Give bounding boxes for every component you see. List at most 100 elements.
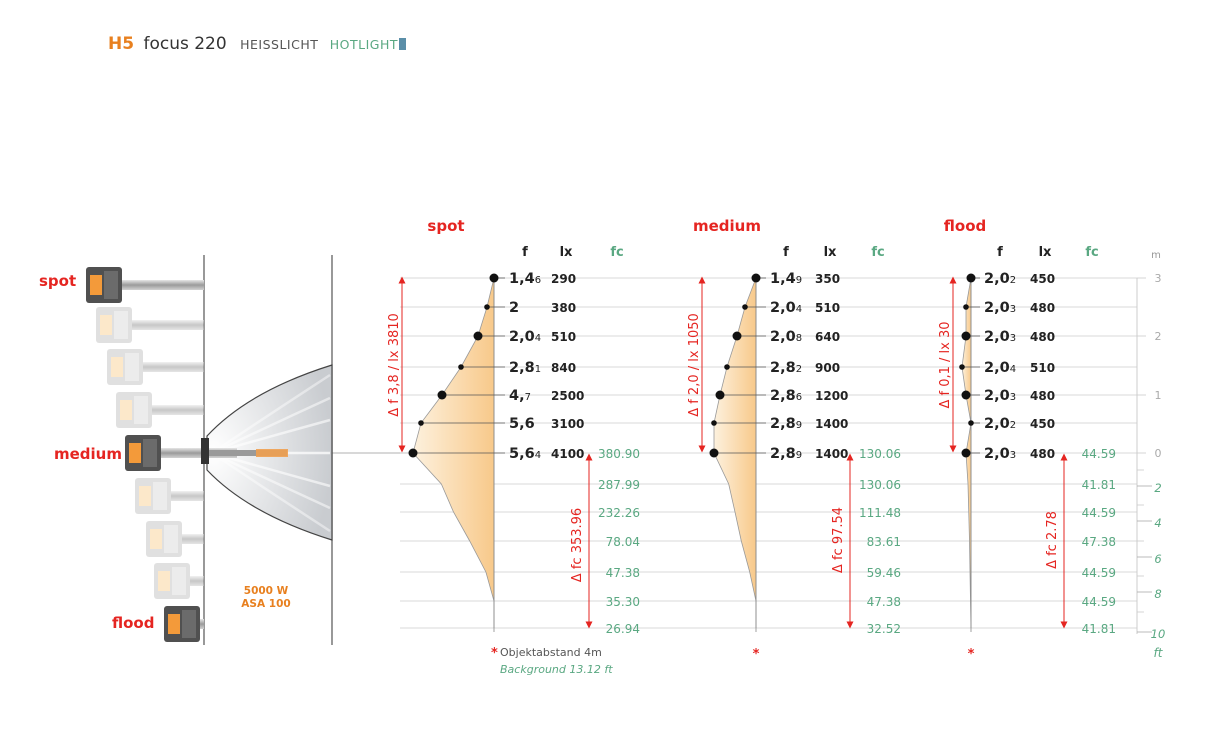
lamp-head-icon — [164, 606, 204, 642]
scale-m-label: 0 — [1155, 447, 1162, 460]
brand-mark-icon — [399, 38, 407, 50]
f-value: 2,04 — [770, 300, 802, 316]
data-point — [961, 331, 971, 341]
f-value: 2,08 — [770, 329, 802, 345]
lx-value: 840 — [551, 361, 576, 375]
lamp-head-icon — [135, 478, 204, 514]
fc-value: 130.06 — [859, 447, 901, 461]
beam-ray — [211, 451, 331, 510]
data-point — [959, 364, 965, 370]
lx-value: 450 — [1030, 417, 1055, 431]
footnote: * Objektabstand 4m Background 13.12 ft — [491, 646, 613, 676]
footnote-background: Background 13.12 ft — [500, 663, 613, 676]
data-point — [732, 331, 742, 341]
lx-value: 510 — [1030, 361, 1055, 375]
fc-value: 47.38 — [606, 566, 640, 580]
footnote-star: * — [491, 646, 498, 661]
scale-ft-label: 4 — [1154, 516, 1161, 530]
delta-label-lower: Δ fc 2.78 — [1045, 511, 1060, 569]
fc-value: 83.61 — [867, 535, 901, 549]
data-point — [724, 364, 730, 370]
col-header-f: f — [522, 245, 528, 260]
fc-value: 111.48 — [859, 506, 901, 520]
unit-m: m — [1151, 250, 1161, 261]
beam-ray — [211, 373, 331, 455]
lamp-head-icon — [86, 267, 204, 303]
data-point — [961, 390, 971, 400]
scale-ft-label: 8 — [1154, 587, 1161, 601]
f-value: 2,89 — [770, 446, 802, 462]
lx-value: 450 — [1030, 272, 1055, 286]
product-code: H5 — [108, 34, 135, 54]
f-value: 2,04 — [509, 329, 541, 345]
f-value: 2 — [509, 300, 519, 316]
f-value: 1,49 — [770, 271, 802, 287]
col-header-fc: fc — [1085, 245, 1098, 260]
fc-value: 44.59 — [1082, 566, 1116, 580]
fc-value: 287.99 — [598, 478, 640, 492]
delta-label-upper: Δ f 2,0 / lx 1050 — [687, 313, 702, 417]
lx-value: 4100 — [551, 447, 584, 461]
footnote-star: * — [753, 647, 760, 662]
lx-value: 480 — [1030, 330, 1055, 344]
delta-label-upper: Δ f 0,1 / lx 30 — [938, 321, 953, 408]
f-value: 2,03 — [984, 446, 1016, 462]
f-value: 2,82 — [770, 360, 802, 376]
lamp-head-icon — [96, 307, 204, 343]
lx-value: 1200 — [815, 389, 848, 403]
scale-ft-label: 2 — [1154, 481, 1161, 495]
lx-value: 640 — [815, 330, 840, 344]
fc-value: 380.90 — [598, 447, 640, 461]
col-header-fc: fc — [610, 245, 623, 260]
data-point — [489, 273, 499, 283]
col-header-lx: lx — [824, 245, 837, 260]
unit-ft: ft — [1154, 646, 1164, 660]
fc-value: 41.81 — [1082, 478, 1116, 492]
f-value: 2,03 — [984, 329, 1016, 345]
f-value: 2,02 — [984, 271, 1016, 287]
data-point — [961, 448, 971, 458]
lx-value: 480 — [1030, 447, 1055, 461]
f-value: 2,86 — [770, 388, 802, 404]
scale-m-label: 3 — [1155, 272, 1162, 285]
beam-label-flood: flood — [112, 614, 154, 632]
data-point — [437, 390, 447, 400]
data-point — [963, 304, 969, 310]
data-point — [418, 420, 424, 426]
f-value: 2,02 — [984, 416, 1016, 432]
col-header-f: f — [783, 245, 789, 260]
lx-value: 290 — [551, 272, 576, 286]
data-point — [715, 390, 725, 400]
f-value: 5,64 — [509, 446, 541, 462]
f-value: 2,81 — [509, 360, 541, 376]
lamp-panel: 5000 W ASA 100 spot medium flood — [39, 255, 413, 645]
lamp-head-icon — [116, 392, 204, 428]
fc-value: 78.04 — [606, 535, 640, 549]
brand-german: HEISSLICHT — [240, 37, 319, 52]
data-point — [968, 420, 974, 426]
fc-value: 26.94 — [606, 622, 640, 636]
beam-label-medium: medium — [54, 445, 122, 463]
grid-lines — [400, 277, 1137, 629]
fc-value: 41.81 — [1082, 622, 1116, 636]
f-value: 4,7 — [509, 388, 531, 404]
col-header-lx: lx — [560, 245, 573, 260]
fc-value: 35.30 — [606, 595, 640, 609]
scale-ft-label: 10 — [1151, 627, 1166, 641]
lamp-film: ASA 100 — [241, 598, 290, 610]
scale-ft-label: 6 — [1154, 552, 1161, 566]
lx-value: 380 — [551, 301, 576, 315]
data-point — [742, 304, 748, 310]
panel-title: flood — [944, 217, 986, 235]
delta-label-lower: Δ fc 97.54 — [831, 507, 846, 573]
lx-value: 2500 — [551, 389, 584, 403]
f-value: 2,04 — [984, 360, 1016, 376]
lx-value: 480 — [1030, 301, 1055, 315]
data-point — [711, 420, 717, 426]
data-point — [709, 448, 719, 458]
panel-title: medium — [693, 217, 761, 235]
lx-value: 510 — [815, 301, 840, 315]
beam-ray — [211, 396, 331, 455]
